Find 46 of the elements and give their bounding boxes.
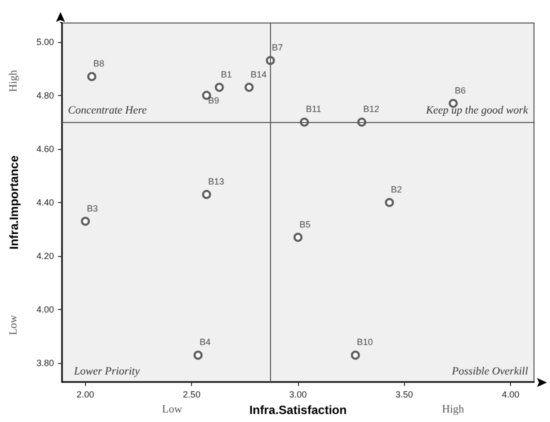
x-tick-label: 3.50 — [396, 390, 414, 400]
point — [244, 82, 254, 92]
point — [80, 216, 90, 226]
y-tick-label: 4.00 — [36, 304, 54, 315]
x-tick-label: 4.00 — [502, 390, 520, 400]
series-label: B12 — [363, 104, 380, 114]
text: High — [8, 70, 20, 92]
point — [87, 72, 96, 82]
x-tick-label: 3.00 — [289, 390, 307, 400]
x-tick-label: 2.00 — [76, 390, 94, 400]
series-label: B11 — [306, 104, 322, 114]
series-label: B4 — [200, 337, 211, 348]
annotation: Lower Priority — [73, 366, 140, 378]
series-label: B5 — [300, 219, 311, 230]
series-label: B13 — [208, 176, 224, 186]
series-label: B8 — [93, 58, 104, 69]
x-axis-title: Infra.Satisfaction — [249, 403, 347, 417]
point — [194, 350, 203, 360]
point — [448, 98, 458, 108]
point — [294, 232, 302, 242]
x-tick-label: 2.50 — [182, 390, 200, 400]
series-label: B3 — [86, 203, 98, 214]
series-label: B7 — [272, 42, 283, 53]
point — [214, 82, 224, 92]
annotation: Concentrate Here — [68, 104, 147, 116]
series-label: B2 — [390, 184, 402, 194]
series-label: B10 — [356, 337, 373, 348]
text: Low — [162, 404, 182, 416]
y-axis-title: Infra.Importance — [7, 155, 21, 250]
y-tick-label: 4.40 — [36, 198, 54, 208]
series-label: B9 — [208, 95, 220, 106]
annotation: Possible Overkill — [450, 366, 528, 378]
series-label: B1 — [220, 69, 232, 80]
text: Low — [8, 314, 20, 336]
text: High — [442, 404, 464, 416]
y-tick-label: 5.00 — [36, 36, 54, 47]
y-tick-label: 4.60 — [36, 144, 54, 154]
point — [384, 198, 394, 207]
point — [202, 190, 212, 199]
annotation: Keep up the good work — [424, 104, 530, 116]
series-label: B14 — [250, 69, 267, 80]
series-label: B6 — [454, 85, 466, 96]
y-tick-label: 3.80 — [36, 358, 54, 368]
y-tick-label: 4.80 — [36, 90, 54, 100]
point — [350, 350, 360, 360]
y-tick-label: 4.20 — [36, 251, 54, 262]
